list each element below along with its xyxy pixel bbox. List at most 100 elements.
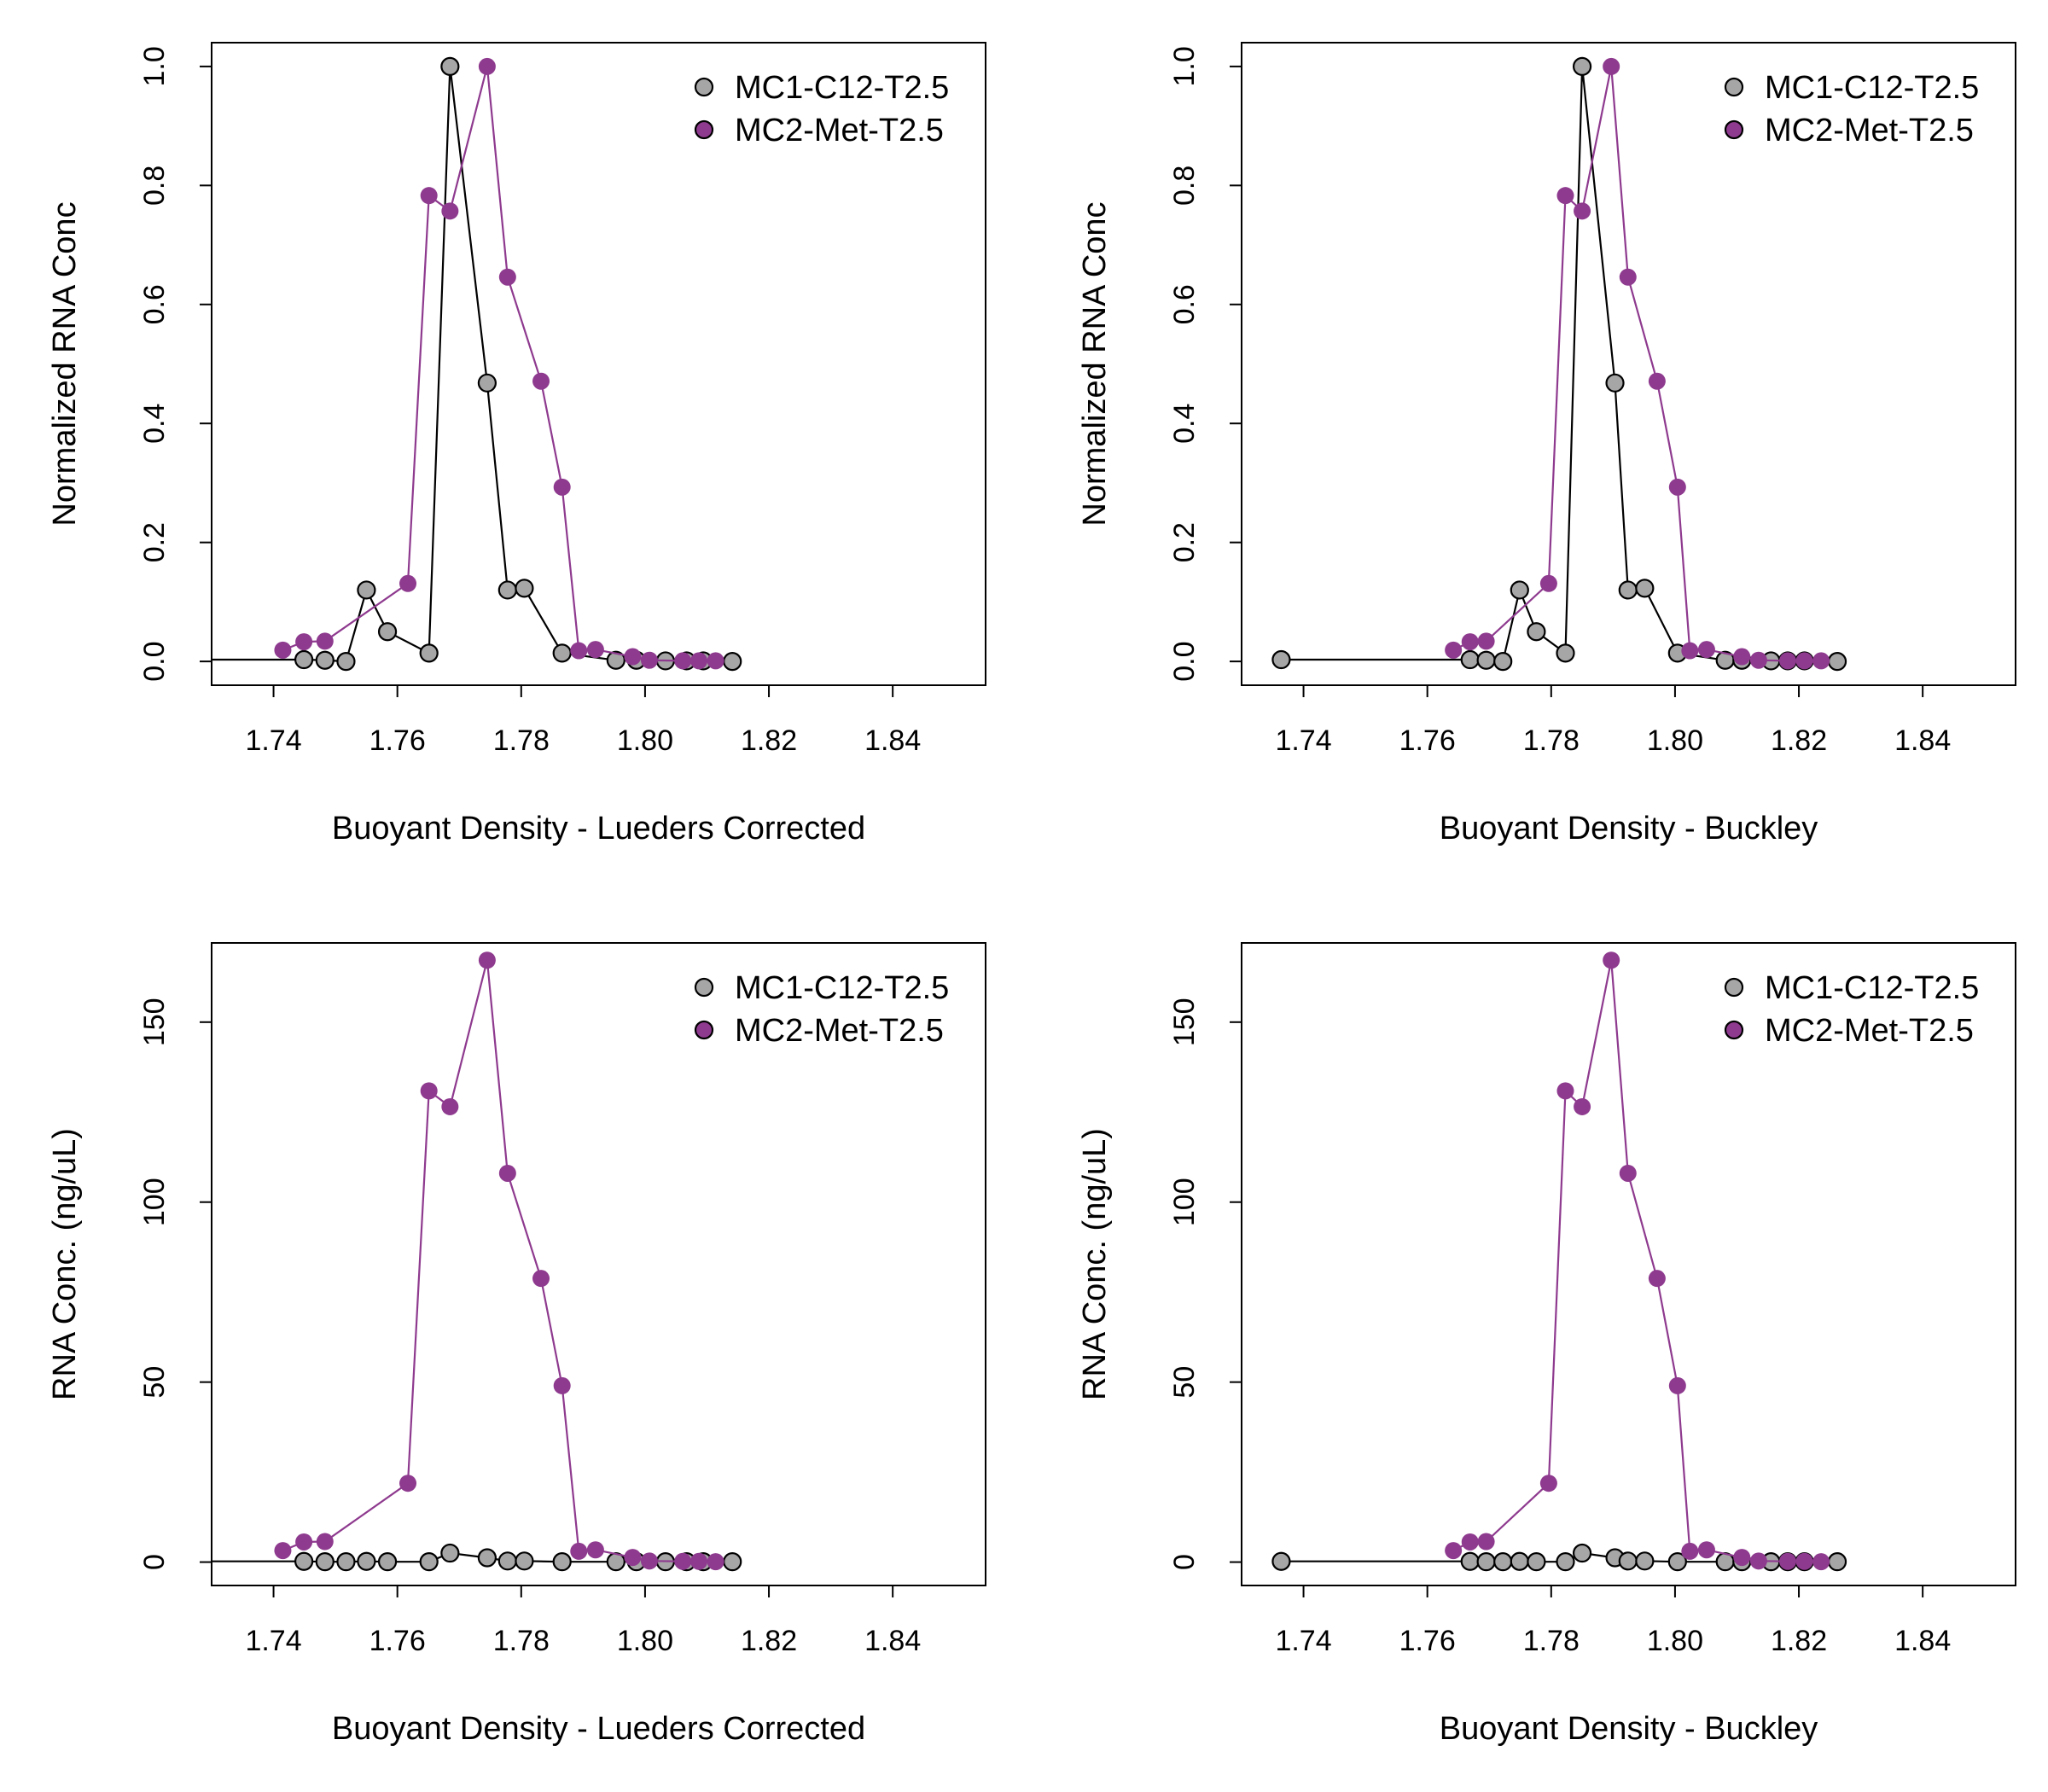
data-point (1445, 641, 1463, 659)
data-point (606, 650, 625, 670)
legend-marker (1724, 119, 1744, 140)
data-point (1749, 1552, 1767, 1570)
data-point (1618, 1551, 1638, 1571)
data-point (478, 951, 496, 969)
series-mc2-met (274, 57, 724, 670)
x-tick-label: 1.82 (741, 1625, 797, 1657)
data-point (1556, 1552, 1575, 1572)
legend-label: MC1-C12-T2.5 (735, 70, 949, 106)
y-tick-label: 0.8 (1168, 166, 1201, 206)
legend-label: MC1-C12-T2.5 (1765, 70, 1979, 106)
data-point (1539, 1475, 1557, 1492)
y-tick-label: 0.4 (1168, 404, 1201, 444)
data-point (315, 650, 335, 670)
y-tick-label: 100 (138, 1178, 171, 1226)
data-point (640, 1552, 658, 1570)
legend-marker (694, 77, 714, 97)
data-point (532, 1270, 550, 1288)
data-point (532, 372, 550, 390)
data-point (1648, 372, 1666, 390)
legend-label: MC2-Met-T2.5 (1765, 113, 1974, 148)
data-point (1733, 648, 1751, 666)
data-point (1461, 1533, 1479, 1551)
x-tick-label: 1.84 (1894, 1625, 1951, 1657)
series-mc2-met (1445, 951, 1830, 1571)
x-tick-label: 1.82 (741, 724, 797, 757)
y-tick-label: 0 (1168, 1554, 1201, 1570)
data-point (440, 1543, 460, 1563)
data-point (1527, 622, 1546, 642)
data-point (624, 648, 642, 666)
data-point (1460, 649, 1480, 670)
y-axis-title: Normalized RNA Conc (1077, 201, 1113, 526)
x-tick-label: 1.76 (369, 1625, 426, 1657)
data-point (553, 1376, 571, 1394)
y-tick-label: 0.8 (138, 166, 171, 206)
series-line (1452, 66, 1822, 662)
data-point (440, 56, 460, 76)
data-point (570, 1542, 588, 1560)
data-point (1527, 1552, 1546, 1572)
data-point (1574, 1097, 1591, 1115)
data-point (497, 1551, 517, 1571)
x-tick-label: 1.74 (1275, 1625, 1331, 1657)
x-tick-label: 1.80 (617, 1625, 673, 1657)
series-line (1452, 959, 1822, 1563)
data-point (1795, 652, 1813, 670)
chart-panel-2: 1.74 1.76 1.78 1.80 1.82 1.84 0.0 0.2 0.4 0.6 0.8 1… (1077, 42, 2016, 847)
data-point (294, 1551, 314, 1571)
chart-panel-1: 1.74 1.76 1.78 1.80 1.82 1.84 0.0 0.2 0.4 0.6 0.8 1… (47, 42, 986, 847)
x-tick-label: 1.82 (1771, 1625, 1827, 1657)
y-tick-label: 1.0 (1168, 46, 1201, 86)
series-line (212, 66, 733, 663)
legend: MC1-C12-T2.5 MC2-Met-T2.5 (694, 70, 949, 148)
legend-label: MC1-C12-T2.5 (735, 970, 949, 1006)
x-tick-label: 1.80 (1647, 724, 1703, 757)
x-tick-label: 1.80 (1647, 1625, 1703, 1657)
y-tick-label: 0.4 (138, 404, 171, 444)
data-point (1510, 1551, 1529, 1571)
data-point (1493, 652, 1513, 672)
series-line (282, 959, 716, 1563)
y-tick-label: 1.0 (138, 46, 171, 86)
legend-label: MC1-C12-T2.5 (1765, 970, 1979, 1006)
data-point (1461, 633, 1479, 651)
data-point (1477, 632, 1495, 650)
data-point (477, 1548, 497, 1568)
x-tick-label: 1.76 (1399, 724, 1456, 757)
data-point (707, 1553, 724, 1571)
data-point (586, 641, 604, 659)
data-point (690, 652, 708, 670)
data-point (316, 1533, 334, 1551)
data-point (674, 1552, 692, 1570)
y-tick-label: 100 (1168, 1178, 1201, 1226)
x-tick-label: 1.74 (1275, 724, 1331, 757)
data-point (1619, 268, 1637, 286)
data-point (497, 580, 517, 600)
y-tick-label: 0.6 (1168, 284, 1201, 324)
y-tick-label: 0.2 (138, 522, 171, 562)
legend: MC1-C12-T2.5 MC2-Met-T2.5 (694, 970, 949, 1049)
data-point (1667, 1552, 1687, 1572)
data-point (1733, 1549, 1751, 1567)
series-mc1-c12 (1271, 56, 1847, 672)
legend-marker (694, 1020, 714, 1040)
legend-marker (1724, 77, 1744, 97)
data-point (690, 1552, 708, 1570)
data-point (171, 651, 188, 668)
data-point (1539, 574, 1557, 592)
data-point (1648, 1270, 1666, 1288)
data-point (1605, 373, 1625, 393)
y-tick-label: 0.0 (138, 641, 171, 681)
legend-label: MC2-Met-T2.5 (735, 113, 944, 148)
data-point (1477, 1533, 1495, 1551)
data-point (399, 1475, 417, 1492)
data-point (274, 1542, 292, 1560)
y-tick-label: 150 (138, 998, 171, 1046)
data-point (586, 1541, 604, 1559)
data-point (723, 1552, 742, 1572)
x-tick-label: 1.76 (369, 724, 426, 757)
data-point (498, 268, 516, 286)
data-point (1572, 1543, 1592, 1563)
data-point (420, 1082, 438, 1100)
